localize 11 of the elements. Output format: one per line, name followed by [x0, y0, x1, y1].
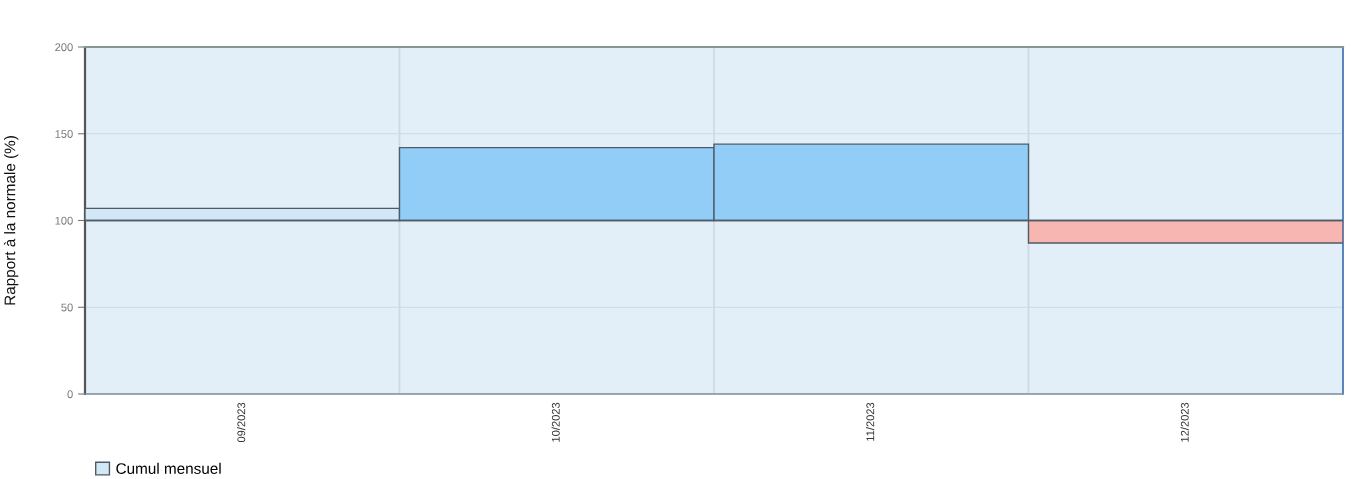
- y-tick-label: 0: [67, 390, 73, 399]
- y-tick-label: 100: [55, 216, 73, 225]
- y-tick-label: 200: [55, 43, 73, 52]
- x-tick-label: 09/2023: [237, 402, 246, 443]
- y-axis-title: Rapport à la normale (%): [3, 136, 19, 305]
- x-tick-label: 11/2023: [866, 402, 875, 441]
- legend-label: Cumul mensuel: [116, 462, 221, 474]
- y-tick-label: 50: [61, 303, 73, 312]
- x-tick-label: 10/2023: [551, 402, 560, 442]
- y-tick-label: 150: [55, 130, 73, 138]
- x-tick-label: 12/2023: [1180, 402, 1189, 442]
